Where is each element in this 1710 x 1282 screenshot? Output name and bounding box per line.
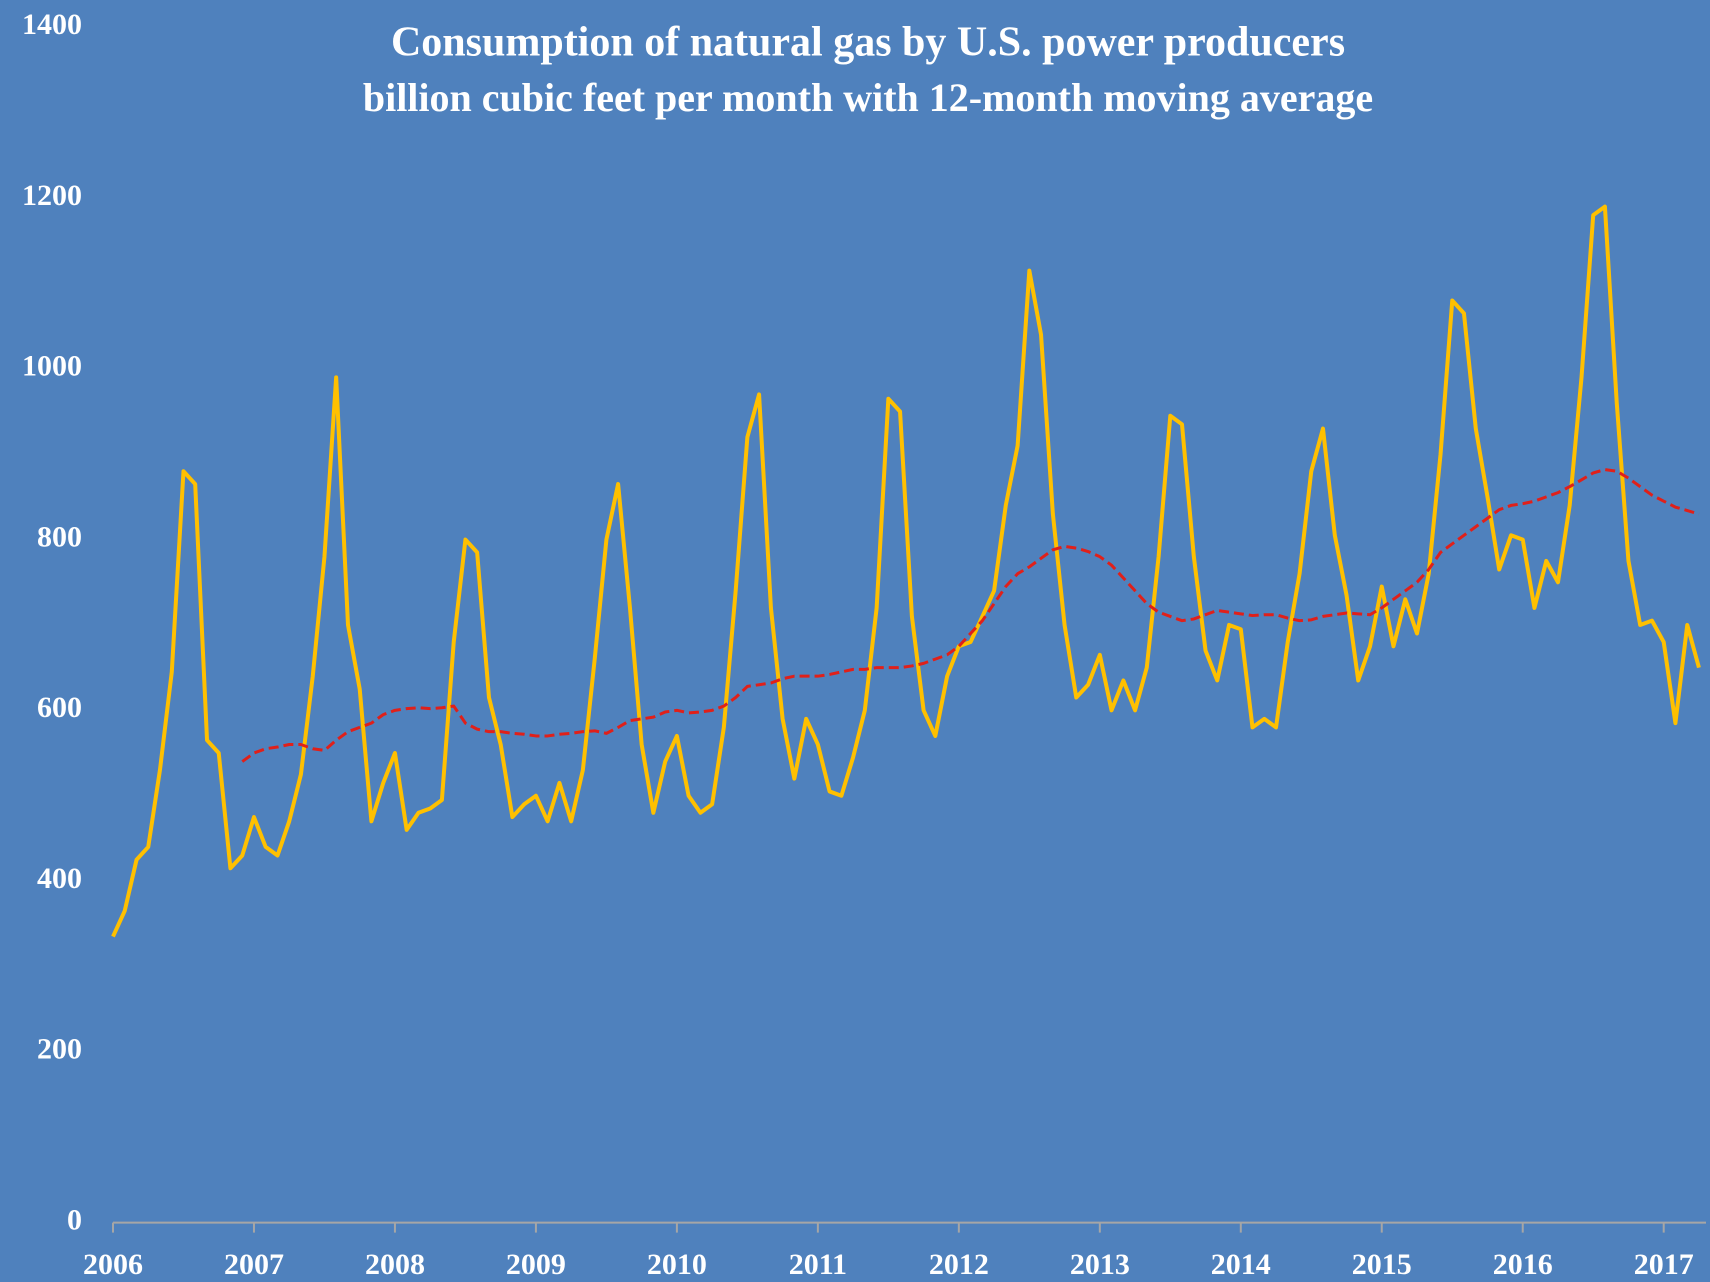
x-tick-label: 2017 <box>1634 1248 1694 1281</box>
y-tick-label: 600 <box>37 691 82 724</box>
x-tick-label: 2007 <box>224 1248 284 1281</box>
chart-subtitle: billion cubic feet per month with 12-mon… <box>363 75 1373 120</box>
x-tick-label: 2011 <box>789 1248 847 1281</box>
series-line <box>241 468 1700 763</box>
y-tick-label: 400 <box>37 862 82 895</box>
x-tick-label: 2009 <box>506 1248 566 1281</box>
x-tick-label: 2008 <box>365 1248 425 1281</box>
y-tick-label: 200 <box>37 1033 82 1066</box>
y-tick-label: 1400 <box>22 8 82 41</box>
series-line <box>111 204 1701 938</box>
x-tick-label: 2015 <box>1352 1248 1412 1281</box>
y-tick-label: 0 <box>67 1203 82 1236</box>
y-tick-label: 800 <box>37 520 82 553</box>
x-tick-label: 2013 <box>1070 1248 1130 1281</box>
chart-title: Consumption of natural gas by U.S. power… <box>391 20 1345 66</box>
y-tick-label: 1200 <box>22 179 82 212</box>
y-tick-label: 1000 <box>22 350 82 383</box>
x-tick-label: 2010 <box>647 1248 707 1281</box>
x-tick-label: 2014 <box>1211 1248 1271 1281</box>
x-tick-label: 2016 <box>1493 1248 1553 1281</box>
x-tick-label: 2012 <box>929 1248 989 1281</box>
x-tick-label: 2006 <box>83 1248 143 1281</box>
